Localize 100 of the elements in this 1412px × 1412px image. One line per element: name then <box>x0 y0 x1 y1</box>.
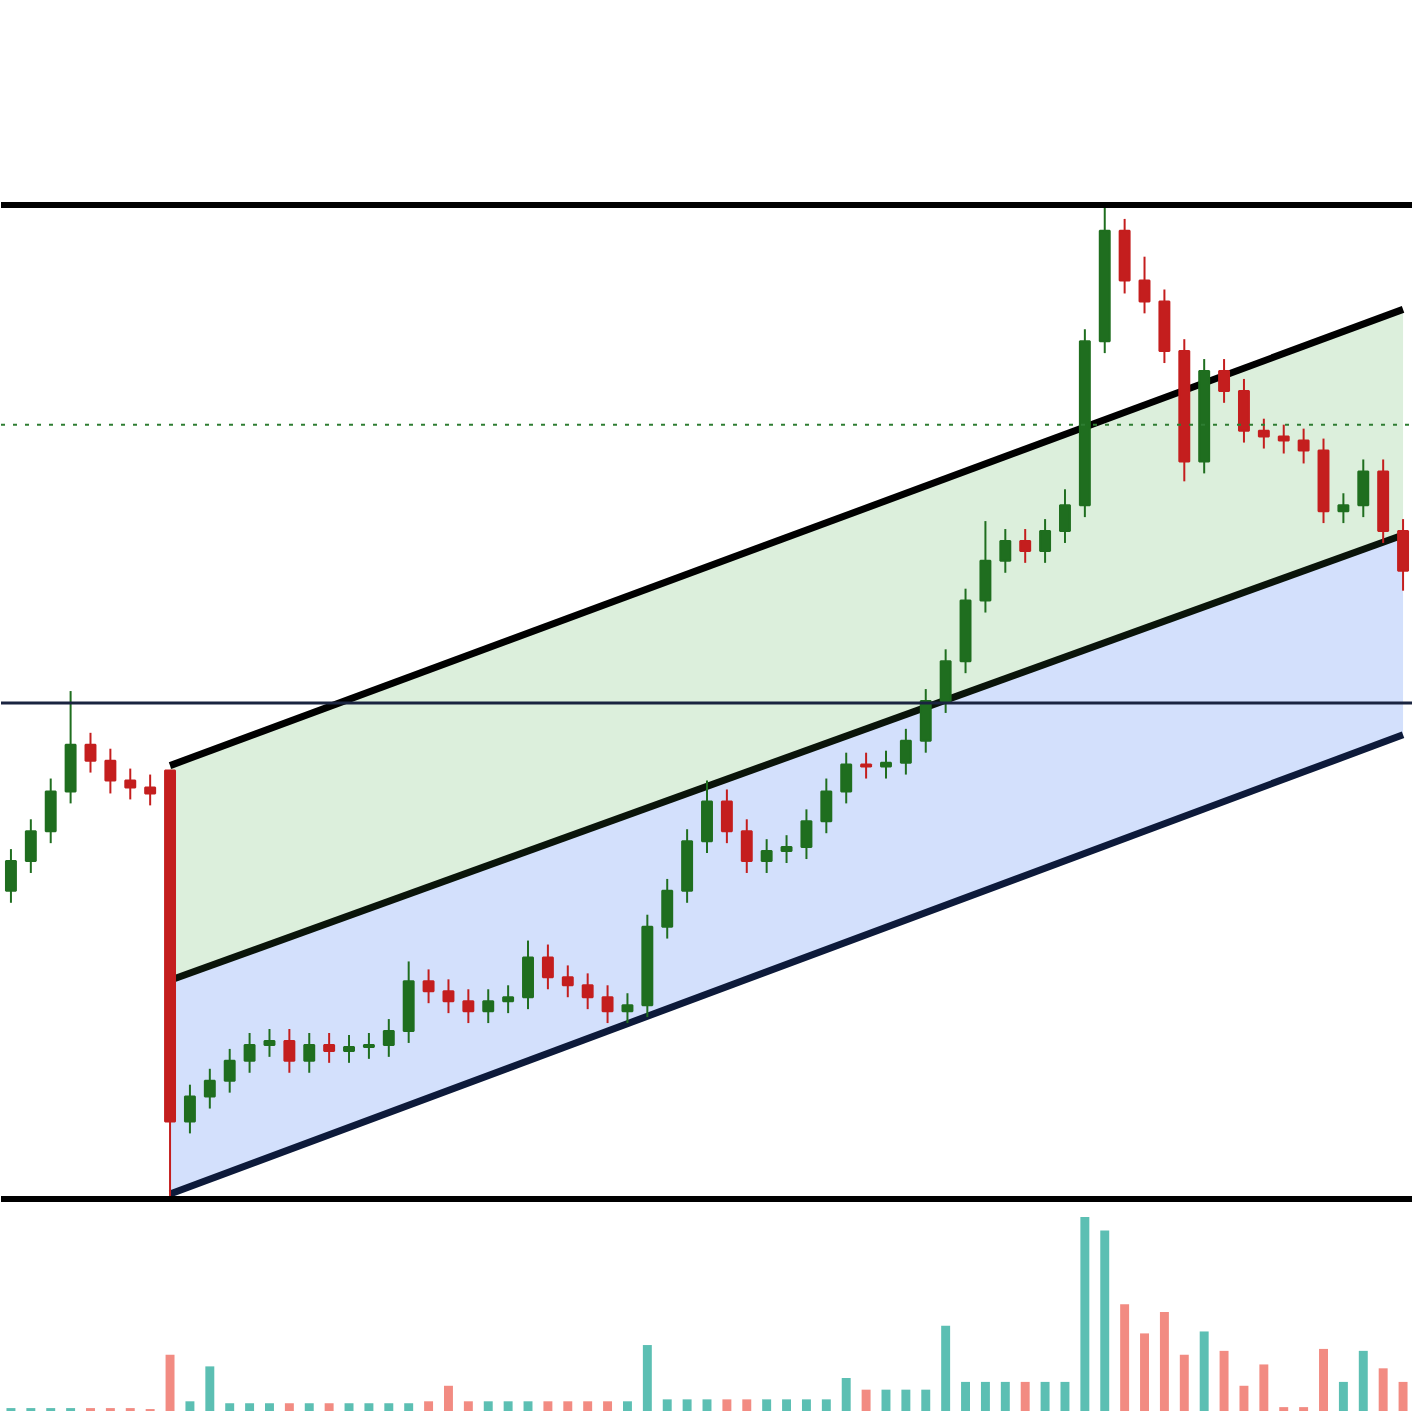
bar <box>483 1401 493 1411</box>
candlestick <box>561 964 574 999</box>
bar <box>1199 1331 1209 1411</box>
candlestick <box>780 834 793 865</box>
bar <box>941 1325 951 1411</box>
bar <box>424 1401 434 1411</box>
candlestick <box>303 1032 316 1074</box>
bar <box>543 1401 553 1411</box>
candlestick <box>720 788 733 845</box>
candlestick <box>44 777 57 845</box>
candlestick <box>422 968 435 1005</box>
candlestick <box>84 731 97 774</box>
bar <box>284 1403 294 1411</box>
candlestick <box>979 520 992 614</box>
bar <box>1378 1368 1388 1411</box>
bar <box>901 1389 911 1411</box>
candlestick <box>860 751 873 780</box>
bar <box>1060 1381 1070 1411</box>
bar <box>404 1403 414 1411</box>
bar <box>1159 1312 1169 1411</box>
candlestick <box>462 988 475 1025</box>
bar <box>603 1401 613 1411</box>
bar <box>1219 1350 1229 1411</box>
candlestick <box>24 818 37 874</box>
bar <box>782 1399 792 1411</box>
candlestick <box>343 1033 355 1064</box>
candlestick <box>1059 488 1071 544</box>
candlestick <box>124 767 137 801</box>
bar <box>364 1403 374 1411</box>
candlestick <box>800 808 813 861</box>
candlestick <box>522 939 534 1011</box>
bar <box>841 1378 851 1411</box>
candlestick <box>283 1028 296 1074</box>
candlestick <box>760 838 773 874</box>
bar <box>921 1389 931 1411</box>
bar <box>265 1403 274 1411</box>
candlestick <box>223 1047 236 1094</box>
candlestick <box>661 877 674 940</box>
bar <box>1398 1381 1408 1411</box>
bar <box>642 1345 652 1411</box>
bar <box>682 1399 692 1411</box>
bar <box>961 1381 971 1411</box>
candlestick <box>1257 417 1270 450</box>
bar <box>503 1401 513 1411</box>
candlestick <box>1138 255 1151 315</box>
candlestick <box>4 848 17 904</box>
candlestick <box>899 727 912 776</box>
bar <box>722 1399 732 1411</box>
bar <box>1140 1333 1149 1411</box>
candlestick <box>621 992 634 1025</box>
candlestick <box>64 690 77 805</box>
candlestick <box>144 773 157 807</box>
candlestick <box>263 1028 276 1058</box>
bar <box>185 1401 195 1411</box>
bar <box>801 1399 811 1411</box>
bar <box>742 1399 752 1411</box>
candlestick <box>104 747 117 795</box>
candlestick <box>243 1032 256 1074</box>
candlestick <box>1397 518 1410 592</box>
bar <box>662 1399 672 1411</box>
bar <box>1179 1354 1189 1411</box>
candlestick <box>999 528 1012 574</box>
bar <box>443 1385 453 1411</box>
candlestick <box>362 1032 375 1060</box>
bar <box>1040 1381 1050 1411</box>
candlestick <box>820 777 833 835</box>
bar <box>324 1403 334 1411</box>
bar <box>861 1389 871 1411</box>
bar <box>205 1366 215 1411</box>
candlestick <box>382 1018 395 1058</box>
candlestick <box>1218 358 1231 404</box>
candlestick <box>840 751 853 805</box>
bar <box>563 1401 573 1411</box>
bar <box>225 1403 235 1411</box>
bar <box>245 1403 255 1411</box>
bar <box>1259 1364 1269 1411</box>
bar <box>1080 1217 1090 1411</box>
candlestick <box>1019 528 1032 564</box>
bar <box>583 1401 593 1411</box>
bar <box>1338 1381 1348 1411</box>
candlestick <box>183 1083 196 1135</box>
candlestick <box>541 943 554 991</box>
candlestick <box>581 972 594 1011</box>
bar <box>1319 1348 1328 1411</box>
bar <box>1020 1381 1030 1411</box>
candlestick <box>482 988 495 1025</box>
bar <box>1100 1230 1110 1411</box>
candlestick <box>323 1032 336 1064</box>
candlestick <box>701 779 713 855</box>
bar <box>702 1399 712 1411</box>
candlestick <box>502 984 515 1015</box>
candlestick <box>1337 492 1350 525</box>
bar <box>762 1399 772 1411</box>
candlestick <box>203 1067 216 1110</box>
bar <box>1358 1350 1368 1411</box>
candlestick <box>880 749 892 780</box>
candlestick <box>1357 458 1370 519</box>
bar <box>821 1399 831 1411</box>
bar <box>344 1403 354 1411</box>
candlestick <box>939 648 952 714</box>
